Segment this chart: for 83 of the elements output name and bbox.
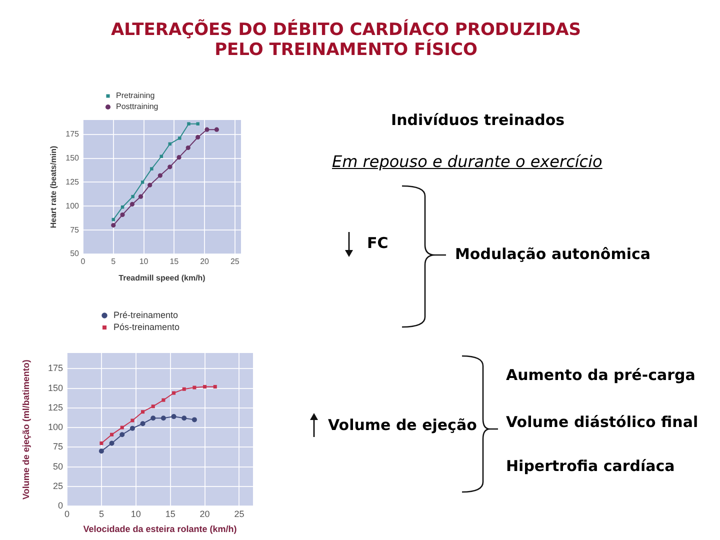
y-tick-label: 125 <box>66 177 80 186</box>
point <box>203 384 207 389</box>
y-tick-label: 100 <box>66 201 80 210</box>
point <box>131 194 134 198</box>
point <box>171 414 176 420</box>
point <box>140 421 146 426</box>
y-tick-label: 50 <box>70 249 80 258</box>
point <box>158 173 162 178</box>
text: Volume de ejeção <box>328 416 477 434</box>
point <box>187 122 190 126</box>
legend-label: Posttraining <box>116 102 158 112</box>
x-tick-label: 15 <box>165 508 176 519</box>
y-tick-label: 50 <box>52 461 63 472</box>
point <box>130 418 134 422</box>
y-tick-label: 0 <box>58 500 63 510</box>
x-tick-label: 10 <box>139 257 149 266</box>
point <box>214 127 219 132</box>
y-tick-label: 25 <box>52 480 63 491</box>
point <box>186 145 190 150</box>
point <box>160 416 166 421</box>
point <box>109 440 114 446</box>
point <box>111 222 116 228</box>
point <box>138 194 144 199</box>
point <box>150 416 156 421</box>
text: Em repouso e durante o exercício <box>332 152 602 171</box>
y-tick-label: 150 <box>66 153 80 162</box>
point <box>172 391 176 395</box>
point <box>140 180 144 184</box>
y-tick-label: 125 <box>48 402 63 412</box>
legend-label: Pós-treinamento <box>114 322 180 332</box>
x-tick-label: 15 <box>170 257 180 266</box>
point <box>176 155 182 160</box>
x-tick-label: 0 <box>80 257 86 266</box>
x-axis-title: Velocidade da esteira rolante (km/h) <box>83 524 237 534</box>
y-tick-label: 75 <box>52 442 63 452</box>
point <box>168 164 172 170</box>
point <box>120 426 124 430</box>
point <box>178 136 182 140</box>
point <box>150 167 154 170</box>
point <box>162 398 166 402</box>
y-tick-label: 175 <box>66 130 80 139</box>
point <box>182 387 186 391</box>
x-tick-label: 5 <box>98 508 104 519</box>
point <box>192 386 196 390</box>
x-tick-label: 5 <box>111 257 116 266</box>
y-axis-title: Heart rate (beats/min) <box>49 146 58 228</box>
text: Volume diástólico final <box>506 413 698 431</box>
point <box>151 404 155 408</box>
point <box>196 134 200 140</box>
x-tick-label: 10 <box>130 508 141 519</box>
point <box>120 212 125 218</box>
x-tick-label: 25 <box>230 257 240 266</box>
x-tick-label: 20 <box>200 257 210 266</box>
point <box>98 448 104 454</box>
text: Modulação autonômica <box>455 245 650 263</box>
x-tick-label: 20 <box>200 508 210 519</box>
point <box>182 416 187 421</box>
point <box>192 417 197 422</box>
y-tick-label: 100 <box>48 422 63 432</box>
point <box>204 127 210 132</box>
point <box>141 410 145 414</box>
point <box>148 182 152 188</box>
point <box>213 384 217 389</box>
legend-label: Pretraining <box>116 91 155 100</box>
point <box>100 441 104 445</box>
point <box>110 432 114 436</box>
x-tick-label: 25 <box>234 508 244 519</box>
text: FC <box>367 234 388 252</box>
y-tick-label: 175 <box>48 363 63 374</box>
y-tick-label: 150 <box>48 382 63 393</box>
text: ALTERAÇÕES DO DÉBITO CARDÍACO PRODUZIDAS PELO TREINAMENTO FÍSICO <box>110 20 582 60</box>
legend-label: Pré-treinamento <box>114 310 178 320</box>
text: Hipertrofia cardíaca <box>506 457 675 475</box>
point <box>160 154 164 158</box>
text: Indivíduos treinados <box>391 111 565 129</box>
point <box>130 202 135 207</box>
x-axis-title: Treadmill speed (km/h) <box>118 273 206 282</box>
point <box>120 432 125 438</box>
y-axis-title: Volume de ejeção (ml/batimento) <box>20 360 31 500</box>
y-tick-label: 75 <box>70 225 80 234</box>
text: Aumento da pré-carga <box>506 366 696 384</box>
point <box>196 122 200 126</box>
point <box>130 426 135 431</box>
